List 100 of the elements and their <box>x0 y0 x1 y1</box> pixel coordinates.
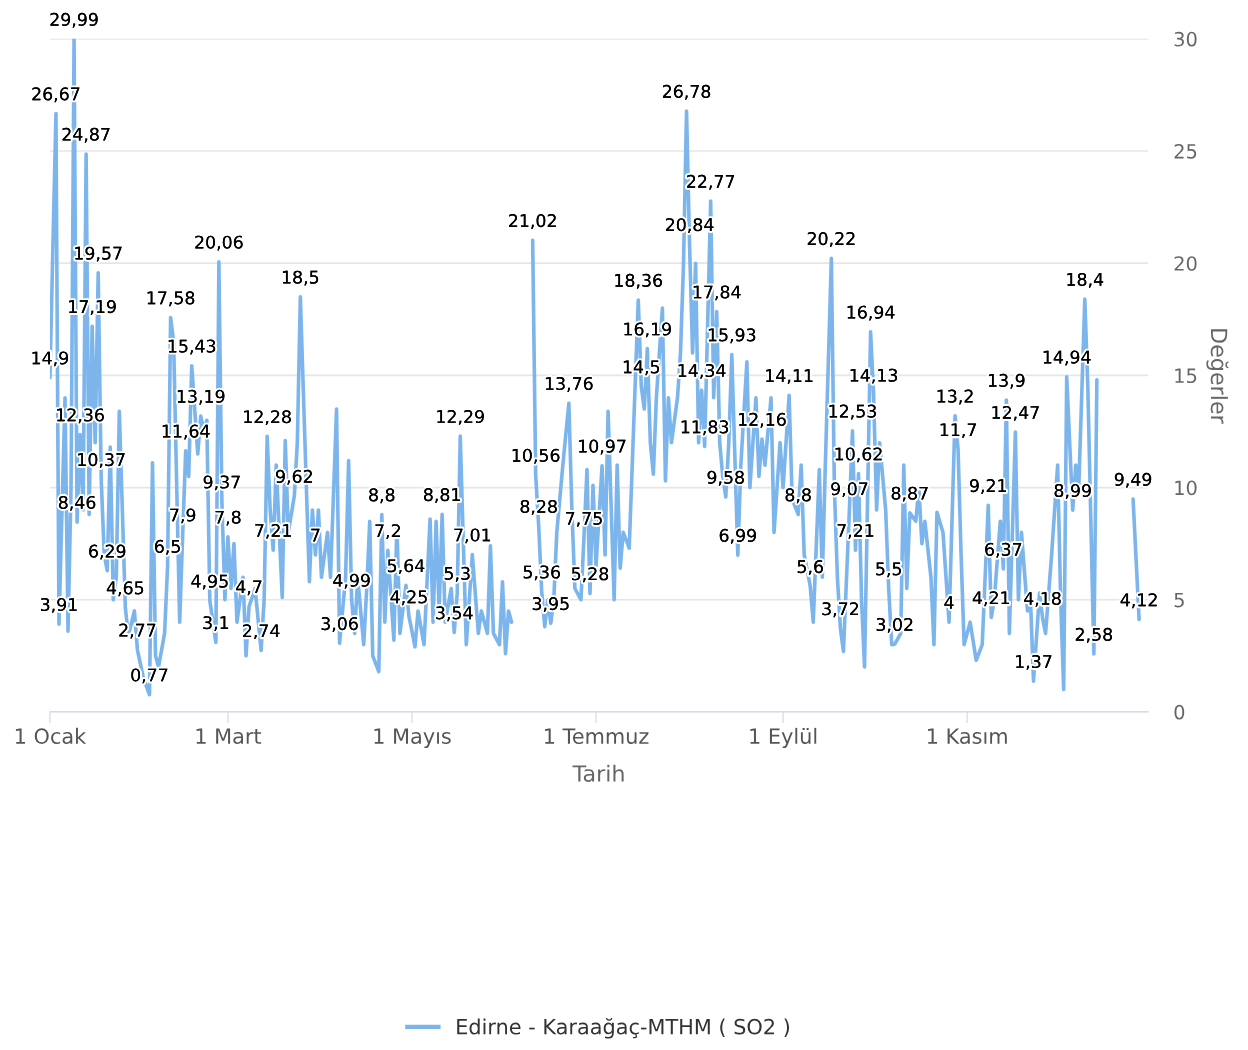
data-label: 8,8 <box>369 488 395 504</box>
data-label: 20,84 <box>665 218 714 234</box>
data-label: 17,84 <box>693 285 741 301</box>
data-label: 6,5 <box>155 539 180 555</box>
data-label: 2,58 <box>1075 627 1112 643</box>
data-label: 3,91 <box>40 597 77 613</box>
data-label: 20,06 <box>195 235 243 251</box>
data-label: 29,99 <box>50 12 98 28</box>
data-label: 7,01 <box>454 528 491 544</box>
data-label: 5,3 <box>444 566 470 582</box>
data-label: 4,95 <box>191 574 228 590</box>
data-label: 7,75 <box>566 512 602 527</box>
data-label: 18,4 <box>1067 272 1104 288</box>
data-label: 8,87 <box>891 486 928 502</box>
data-label: 5,28 <box>572 567 609 583</box>
data-label: 5,36 <box>523 565 560 581</box>
x-tick-label: 1 Mayıs <box>374 728 451 749</box>
data-label: 9,07 <box>831 482 868 498</box>
data-label: 18,36 <box>615 273 663 289</box>
data-label: 10,97 <box>579 439 626 455</box>
data-label: 4,25 <box>390 590 427 606</box>
data-label: 9,21 <box>970 479 1006 494</box>
data-label: 7 <box>311 528 320 542</box>
x-tick-label: 1 Mart <box>196 728 262 744</box>
y-tick-label: 30 <box>1174 31 1197 47</box>
data-label: 19,57 <box>75 246 122 262</box>
data-label: 9,37 <box>203 475 240 491</box>
data-label: 10,62 <box>835 447 882 463</box>
data-label: 17,58 <box>147 291 195 307</box>
data-label: 5,5 <box>876 562 901 578</box>
data-label: 14,9 <box>32 351 69 367</box>
data-label: 11,64 <box>162 424 210 440</box>
data-label: 4,65 <box>106 581 144 597</box>
data-label: 3,02 <box>876 617 913 633</box>
data-label: 6,99 <box>719 528 756 544</box>
data-label: 4,12 <box>1120 593 1157 609</box>
data-label: 15,43 <box>168 339 216 355</box>
data-label: 5,6 <box>797 560 823 575</box>
data-label: 20,22 <box>807 232 855 247</box>
data-label: 18,5 <box>282 270 319 286</box>
data-label: 26,78 <box>662 84 711 100</box>
data-label: 12,28 <box>244 410 291 426</box>
x-tick-label: 1 Kasım <box>927 728 1007 744</box>
data-label: 8,99 <box>1054 483 1091 499</box>
data-label: 13,76 <box>545 376 593 392</box>
data-label: 15,93 <box>708 328 756 344</box>
data-label: 10,37 <box>78 453 125 468</box>
data-label: 13,9 <box>988 373 1025 389</box>
data-label: 11,83 <box>681 420 729 436</box>
y-axis-title: Değerler <box>1206 329 1229 424</box>
data-label: 9,62 <box>276 469 312 485</box>
data-label: 12,53 <box>829 404 876 420</box>
data-label: 14,13 <box>850 368 898 384</box>
data-label: 4,7 <box>236 580 262 596</box>
data-label: 11,7 <box>940 423 976 439</box>
y-tick-label: 10 <box>1175 480 1197 496</box>
data-label: 1,37 <box>1016 654 1052 670</box>
x-axis-title: Tarih <box>572 764 624 782</box>
x-tick-label: 1 Ocak <box>15 727 87 744</box>
y-tick-label: 5 <box>1174 592 1184 608</box>
data-label: 7,8 <box>215 510 241 526</box>
data-label: 14,11 <box>766 369 813 385</box>
data-label: 0,77 <box>131 668 168 684</box>
data-label: 3,1 <box>203 616 229 632</box>
data-label: 3,06 <box>321 617 358 632</box>
data-label: 14,34 <box>678 363 726 379</box>
data-label: 12,47 <box>992 405 1039 421</box>
data-label: 7,21 <box>255 523 291 539</box>
data-label: 12,16 <box>739 412 786 428</box>
data-label: 22,77 <box>687 174 735 190</box>
data-label: 16,19 <box>624 322 671 338</box>
data-label: 4,99 <box>333 573 370 589</box>
data-label: 7,21 <box>837 523 874 539</box>
data-label: 24,87 <box>62 127 110 143</box>
y-tick-label: 15 <box>1175 368 1197 384</box>
data-label: 2,74 <box>243 624 280 640</box>
x-tick-label: 1 Eylül <box>750 727 817 749</box>
data-label: 12,29 <box>437 409 484 425</box>
data-label: 17,19 <box>69 300 116 315</box>
data-label: 9,49 <box>1114 472 1152 488</box>
legend-label: Edirne - Karaağaç-MTHM ( SO2 ) <box>457 1017 790 1039</box>
y-tick-label: 25 <box>1174 143 1197 159</box>
data-label: 4,21 <box>972 591 1009 607</box>
data-label: 3,72 <box>822 602 858 618</box>
data-label: 7,9 <box>170 508 196 524</box>
data-label: 8,46 <box>58 495 96 511</box>
data-label: 8,8 <box>785 488 811 504</box>
data-label: 26,67 <box>32 87 80 103</box>
data-label: 8,28 <box>520 499 557 515</box>
data-label: 8,81 <box>424 488 460 503</box>
data-label: 6,29 <box>89 544 126 560</box>
data-label: 3,54 <box>436 606 473 622</box>
data-label: 10,56 <box>512 448 560 464</box>
data-label: 4,18 <box>1024 591 1061 607</box>
data-label: 3,95 <box>532 597 569 612</box>
x-tick-label: 1 Temmuz <box>545 728 649 744</box>
y-tick-label: 0 <box>1174 704 1185 720</box>
data-label: 13,19 <box>177 389 225 405</box>
data-label: 13,2 <box>937 389 973 405</box>
data-label: 14,94 <box>1043 350 1091 366</box>
